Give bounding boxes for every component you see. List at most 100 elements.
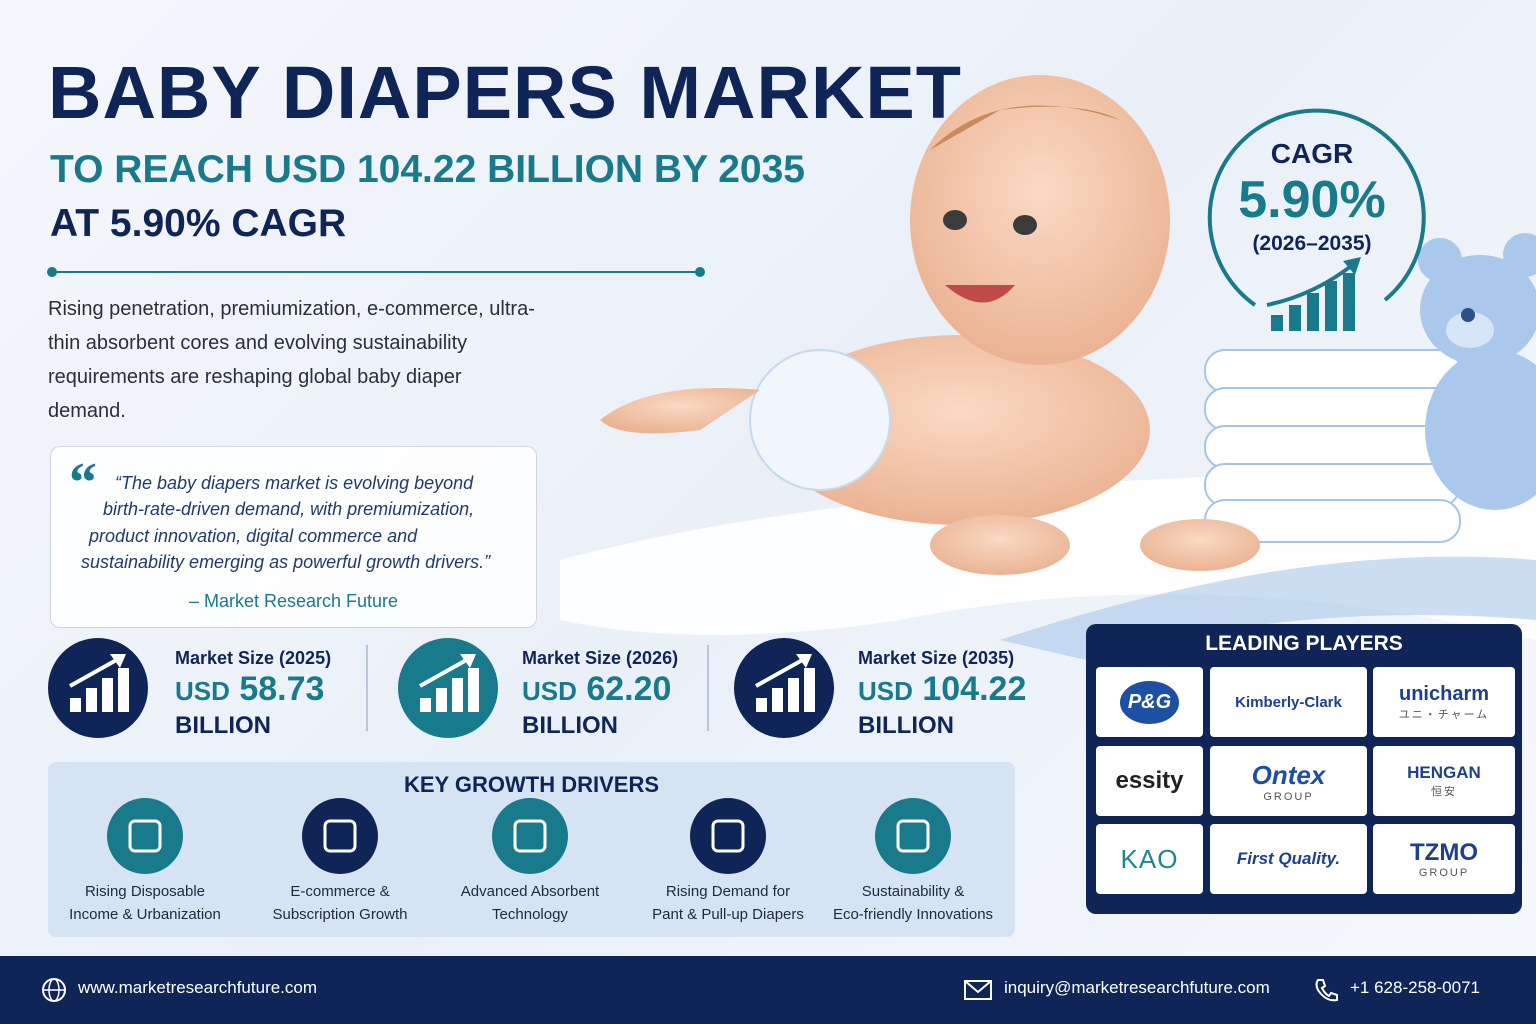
footer: www.marketresearchfuture.com inquiry@mar… bbox=[0, 956, 1536, 1024]
quote-line: sustainability emerging as powerful grow… bbox=[81, 552, 491, 572]
driver-label: Pant & Pull-up Diapers bbox=[652, 906, 804, 923]
icon-bar bbox=[436, 688, 447, 712]
driver-glyph bbox=[896, 819, 930, 853]
driver-glyph bbox=[128, 819, 162, 853]
website[interactable]: www.marketresearchfuture.com bbox=[78, 978, 318, 997]
amount: 104.22 bbox=[922, 670, 1027, 708]
subtitle: AT 5.90% CAGR bbox=[50, 202, 347, 245]
cagr-ring bbox=[1207, 108, 1426, 331]
quote-line: product innovation, digital commerce and bbox=[89, 526, 418, 546]
market-size-label: Market Size (2026) bbox=[522, 648, 679, 668]
driver-glyph bbox=[323, 819, 357, 853]
icon-bar bbox=[86, 688, 97, 712]
drivers-title: KEY GROWTH DRIVERS bbox=[403, 772, 660, 797]
quote-source: – Market Research Future bbox=[188, 591, 399, 611]
driver-glyph bbox=[513, 819, 547, 853]
player-name: KAO bbox=[1120, 843, 1179, 874]
market-size-unit: BILLION bbox=[175, 712, 271, 739]
driver-icon-circle bbox=[302, 798, 378, 874]
player-logo: essity bbox=[1096, 746, 1203, 816]
driver-label: Sustainability & bbox=[861, 883, 965, 900]
driver-icon bbox=[302, 798, 378, 874]
amount: 58.73 bbox=[239, 670, 325, 708]
icon-circle bbox=[734, 638, 834, 738]
player-logo: Kimberly-Clark bbox=[1210, 667, 1367, 737]
icon-arrow bbox=[755, 656, 807, 688]
quote-mark: “ bbox=[69, 452, 97, 514]
player-logo: HENGAN 恒安 bbox=[1373, 746, 1515, 816]
icon-bar bbox=[772, 688, 783, 712]
drivers-panel: KEY GROWTH DRIVERS Rising Disposable Inco… bbox=[48, 762, 1015, 937]
driver-label: Eco-friendly Innovations bbox=[832, 906, 994, 923]
driver-icon bbox=[875, 798, 951, 874]
players-panel: LEADING PLAYERS P&G Kimberly-Clark unichar… bbox=[1086, 624, 1522, 914]
driver-icon bbox=[107, 798, 183, 874]
icon-circle bbox=[48, 638, 148, 738]
player-sub: GROUP bbox=[1263, 790, 1314, 803]
mail-icon bbox=[964, 980, 992, 1000]
email[interactable]: inquiry@marketresearchfuture.com bbox=[1004, 978, 1270, 997]
driver-icon-circle bbox=[492, 798, 568, 874]
icon-arrow-head bbox=[110, 654, 126, 668]
player-name: Ontex bbox=[1251, 759, 1326, 790]
quote-box: “ “The baby diapers market is evolving b… bbox=[50, 446, 537, 628]
driver-label: Income & Urbanization bbox=[69, 906, 221, 923]
icon bbox=[398, 638, 498, 738]
icon bbox=[48, 638, 148, 738]
player-logo: TZMO GROUP bbox=[1373, 824, 1515, 894]
driver-label: Rising Disposable bbox=[84, 883, 206, 900]
divider bbox=[47, 267, 705, 277]
players-title: LEADING PLAYERS bbox=[1205, 632, 1403, 655]
driver-icon bbox=[492, 798, 568, 874]
driver-glyph bbox=[711, 819, 745, 853]
currency: USD bbox=[858, 676, 913, 706]
player-name: Kimberly-Clark bbox=[1235, 693, 1342, 711]
market-size-label: Market Size (2035) bbox=[858, 648, 1015, 668]
globe-icon bbox=[42, 978, 66, 1002]
player-sub: 恒安 bbox=[1431, 786, 1457, 798]
icon-circle bbox=[398, 638, 498, 738]
icon-bar bbox=[70, 698, 81, 712]
icon-bar bbox=[788, 678, 799, 712]
player-logo: unicharm ユニ・チャーム bbox=[1373, 667, 1515, 737]
market-size-value: USD 58.73 bbox=[175, 670, 324, 709]
icon-arrow-head bbox=[460, 654, 476, 668]
player-name: First Quality. bbox=[1236, 849, 1341, 868]
market-size-label: Market Size (2025) bbox=[175, 648, 332, 668]
driver-label: Advanced Absorbent bbox=[460, 883, 600, 900]
market-size-value: USD 104.22 bbox=[858, 670, 1026, 709]
cagr-value: 5.90% bbox=[1238, 171, 1386, 229]
phone-icon bbox=[1315, 979, 1338, 1002]
driver-icon-circle bbox=[690, 798, 766, 874]
title: BABY DIAPERS MARKET bbox=[48, 51, 962, 134]
icon-bar bbox=[452, 678, 463, 712]
player-name: P&G bbox=[1119, 680, 1180, 724]
player-logo: First Quality. bbox=[1210, 824, 1367, 894]
player-name: essity bbox=[1115, 767, 1184, 794]
player-logo: KAO bbox=[1096, 824, 1203, 894]
icon-arrow bbox=[69, 656, 121, 688]
amount: 62.20 bbox=[586, 670, 672, 708]
icon bbox=[734, 638, 834, 738]
quote-line: “The baby diapers market is evolving bey… bbox=[115, 473, 474, 493]
currency: USD bbox=[522, 676, 577, 706]
driver-label: Subscription Growth bbox=[272, 906, 408, 923]
market-size-unit: BILLION bbox=[858, 712, 954, 739]
market-size-unit: BILLION bbox=[522, 712, 618, 739]
icon-bar bbox=[468, 668, 479, 712]
quote-line: birth-rate-driven demand, with premiumiz… bbox=[103, 499, 475, 519]
phone[interactable]: +1 628-258-0071 bbox=[1350, 978, 1480, 997]
player-sub: ユニ・チャーム bbox=[1398, 708, 1490, 721]
driver-label: Technology bbox=[492, 906, 568, 923]
driver-icon-circle bbox=[875, 798, 951, 874]
separator bbox=[366, 645, 368, 731]
driver-label: E-commerce & bbox=[290, 883, 390, 900]
icon-arrow-head bbox=[796, 654, 812, 668]
currency: USD bbox=[175, 676, 230, 706]
separator bbox=[707, 645, 709, 731]
icon-arrow bbox=[419, 656, 471, 688]
player-name: TZMO bbox=[1410, 839, 1478, 866]
market-size-value: USD 62.20 bbox=[522, 670, 671, 709]
